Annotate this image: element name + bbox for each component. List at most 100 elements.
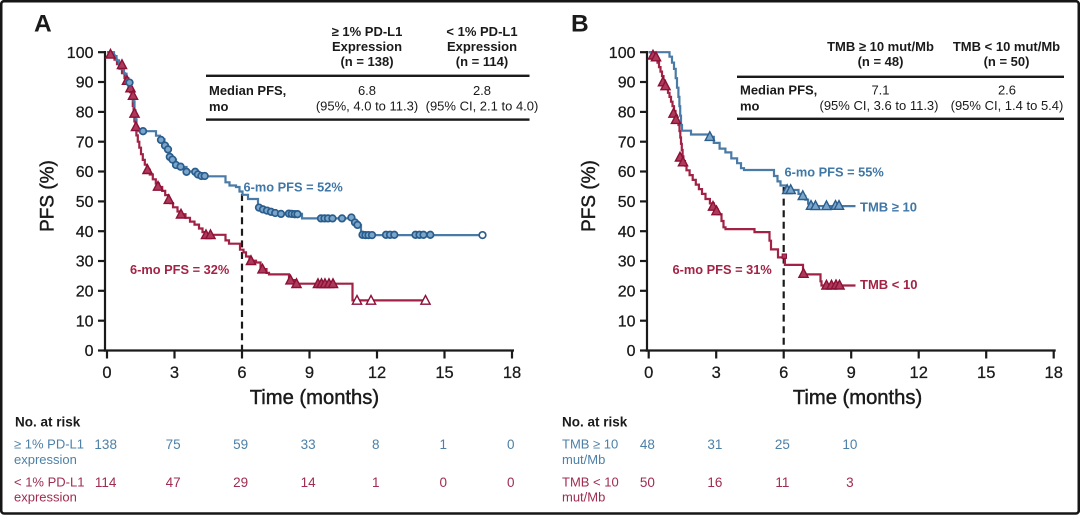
svg-text:90: 90: [76, 75, 94, 92]
svg-text:100: 100: [609, 45, 636, 62]
svg-text:29: 29: [233, 475, 248, 490]
svg-text:40: 40: [618, 224, 636, 241]
svg-text:(n = 48): (n = 48): [858, 54, 904, 69]
svg-text:mut/Mb: mut/Mb: [562, 490, 605, 505]
svg-text:0: 0: [644, 364, 653, 382]
svg-text:Expression: Expression: [332, 39, 402, 54]
svg-text:(95%, 4.0 to 11.3): (95%, 4.0 to 11.3): [316, 99, 418, 114]
svg-text:6: 6: [779, 364, 788, 382]
svg-text:90: 90: [618, 75, 636, 92]
svg-text:mut/Mb: mut/Mb: [562, 452, 605, 467]
svg-text:14: 14: [301, 475, 317, 490]
svg-text:48: 48: [640, 437, 655, 452]
svg-text:6-mo PFS = 32%: 6-mo PFS = 32%: [130, 262, 230, 277]
svg-text:30: 30: [618, 254, 636, 271]
svg-text:TMB ≥ 10: TMB ≥ 10: [562, 437, 618, 452]
svg-text:8: 8: [372, 437, 380, 452]
svg-text:expression: expression: [14, 490, 77, 505]
svg-text:50: 50: [76, 194, 94, 211]
svg-text:10: 10: [842, 437, 857, 452]
svg-text:15: 15: [435, 364, 453, 382]
svg-text:(95% CI, 2.1 to 4.0): (95% CI, 2.1 to 4.0): [426, 99, 539, 114]
svg-text:70: 70: [76, 134, 94, 151]
svg-text:6.8: 6.8: [358, 83, 376, 98]
svg-text:B: B: [571, 11, 589, 38]
svg-text:< 1% PD-L1: < 1% PD-L1: [14, 475, 84, 490]
svg-text:18: 18: [503, 364, 521, 382]
svg-text:A: A: [34, 11, 52, 38]
svg-text:47: 47: [166, 475, 181, 490]
svg-text:(n = 138): (n = 138): [340, 54, 393, 69]
svg-text:60: 60: [618, 164, 636, 181]
svg-text:(95% CI, 3.6 to 11.3): (95% CI, 3.6 to 11.3): [820, 98, 939, 113]
svg-text:6-mo PFS = 31%: 6-mo PFS = 31%: [673, 262, 773, 277]
svg-text:mo: mo: [209, 99, 229, 114]
svg-text:9: 9: [305, 364, 314, 382]
svg-text:Median PFS,: Median PFS,: [740, 83, 817, 98]
svg-text:30: 30: [76, 254, 94, 271]
svg-text:6: 6: [237, 364, 246, 382]
svg-text:1: 1: [372, 475, 380, 490]
svg-text:Time (months): Time (months): [250, 387, 379, 409]
svg-text:138: 138: [94, 437, 117, 452]
svg-text:PFS (%): PFS (%): [579, 160, 600, 232]
svg-text:0: 0: [507, 475, 515, 490]
svg-text:2.6: 2.6: [998, 83, 1016, 98]
svg-text:3: 3: [170, 364, 179, 382]
svg-text:80: 80: [76, 105, 94, 122]
svg-text:40: 40: [76, 224, 94, 241]
svg-text:0: 0: [627, 343, 636, 360]
svg-text:< 1% PD-L1: < 1% PD-L1: [446, 24, 517, 39]
svg-text:Time (months): Time (months): [793, 387, 922, 409]
svg-text:18: 18: [1045, 364, 1063, 382]
svg-text:50: 50: [618, 194, 636, 211]
svg-text:6-mo PFS = 52%: 6-mo PFS = 52%: [244, 180, 344, 195]
svg-text:No. at risk: No. at risk: [15, 415, 81, 430]
svg-text:50: 50: [640, 475, 655, 490]
svg-text:TMB < 10 mut/Mb: TMB < 10 mut/Mb: [953, 39, 1060, 54]
svg-text:TMB ≥ 10 mut/Mb: TMB ≥ 10 mut/Mb: [827, 39, 934, 54]
svg-text:59: 59: [233, 437, 248, 452]
svg-text:33: 33: [301, 437, 316, 452]
svg-text:16: 16: [707, 475, 722, 490]
svg-text:≥ 1% PD-L1: ≥ 1% PD-L1: [332, 24, 403, 39]
svg-text:No. at risk: No. at risk: [562, 415, 628, 430]
svg-text:TMB < 10: TMB < 10: [562, 475, 619, 490]
svg-text:TMB < 10: TMB < 10: [860, 277, 917, 292]
svg-text:(95% CI, 1.4 to 5.4): (95% CI, 1.4 to 5.4): [951, 98, 1064, 113]
svg-text:≥ 1% PD-L1: ≥ 1% PD-L1: [14, 437, 84, 452]
svg-text:70: 70: [618, 134, 636, 151]
svg-text:0: 0: [85, 343, 94, 360]
svg-text:0: 0: [507, 437, 515, 452]
svg-text:25: 25: [775, 437, 790, 452]
svg-text:9: 9: [847, 364, 856, 382]
svg-text:TMB ≥ 10: TMB ≥ 10: [860, 200, 917, 215]
svg-text:3: 3: [846, 475, 854, 490]
svg-text:3: 3: [712, 364, 721, 382]
svg-text:(n = 114): (n = 114): [456, 54, 508, 69]
svg-text:60: 60: [76, 164, 94, 181]
svg-text:Median PFS,: Median PFS,: [209, 83, 286, 98]
svg-text:12: 12: [910, 364, 928, 382]
svg-text:12: 12: [368, 364, 386, 382]
svg-text:0: 0: [102, 364, 111, 382]
svg-text:expression: expression: [14, 452, 77, 467]
svg-text:20: 20: [76, 284, 94, 301]
svg-text:Expression: Expression: [447, 39, 517, 54]
svg-text:mo: mo: [740, 99, 760, 114]
svg-text:6-mo PFS = 55%: 6-mo PFS = 55%: [785, 165, 885, 180]
svg-text:0: 0: [439, 475, 447, 490]
svg-text:80: 80: [618, 105, 636, 122]
svg-text:11: 11: [775, 475, 789, 490]
svg-text:PFS (%): PFS (%): [37, 160, 58, 232]
svg-text:7.1: 7.1: [871, 83, 889, 98]
svg-text:(n = 50): (n = 50): [984, 54, 1030, 69]
svg-text:10: 10: [618, 313, 636, 330]
svg-text:100: 100: [67, 45, 94, 62]
svg-text:10: 10: [76, 313, 94, 330]
svg-text:75: 75: [166, 437, 181, 452]
svg-text:31: 31: [707, 437, 722, 452]
svg-text:1: 1: [439, 437, 447, 452]
svg-text:20: 20: [618, 284, 636, 301]
svg-text:15: 15: [977, 364, 995, 382]
